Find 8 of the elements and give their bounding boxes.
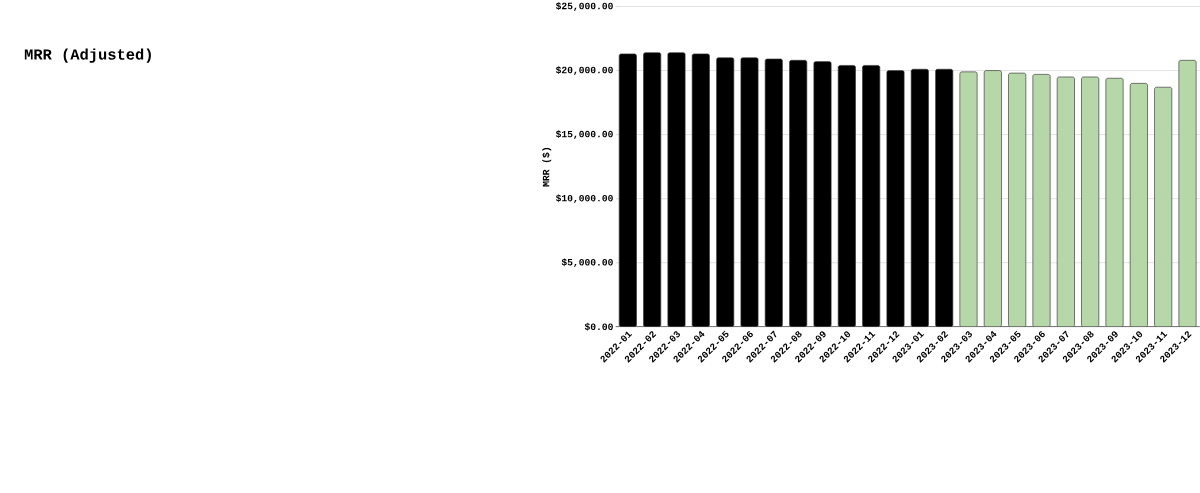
y-axis-title: MRR ($) [542,147,552,187]
y-tick-label: $5,000.00 [561,258,613,267]
text: MRR (Adjusted) [24,48,151,63]
y-tick-label: $20,000.00 [555,66,613,75]
y-tick-label: $15,000.00 [555,130,613,139]
y-tick-label: $0.00 [584,322,613,331]
y-tick-label: $25,000.00 [555,1,613,11]
y-tick-label: $10,000.00 [555,194,613,203]
